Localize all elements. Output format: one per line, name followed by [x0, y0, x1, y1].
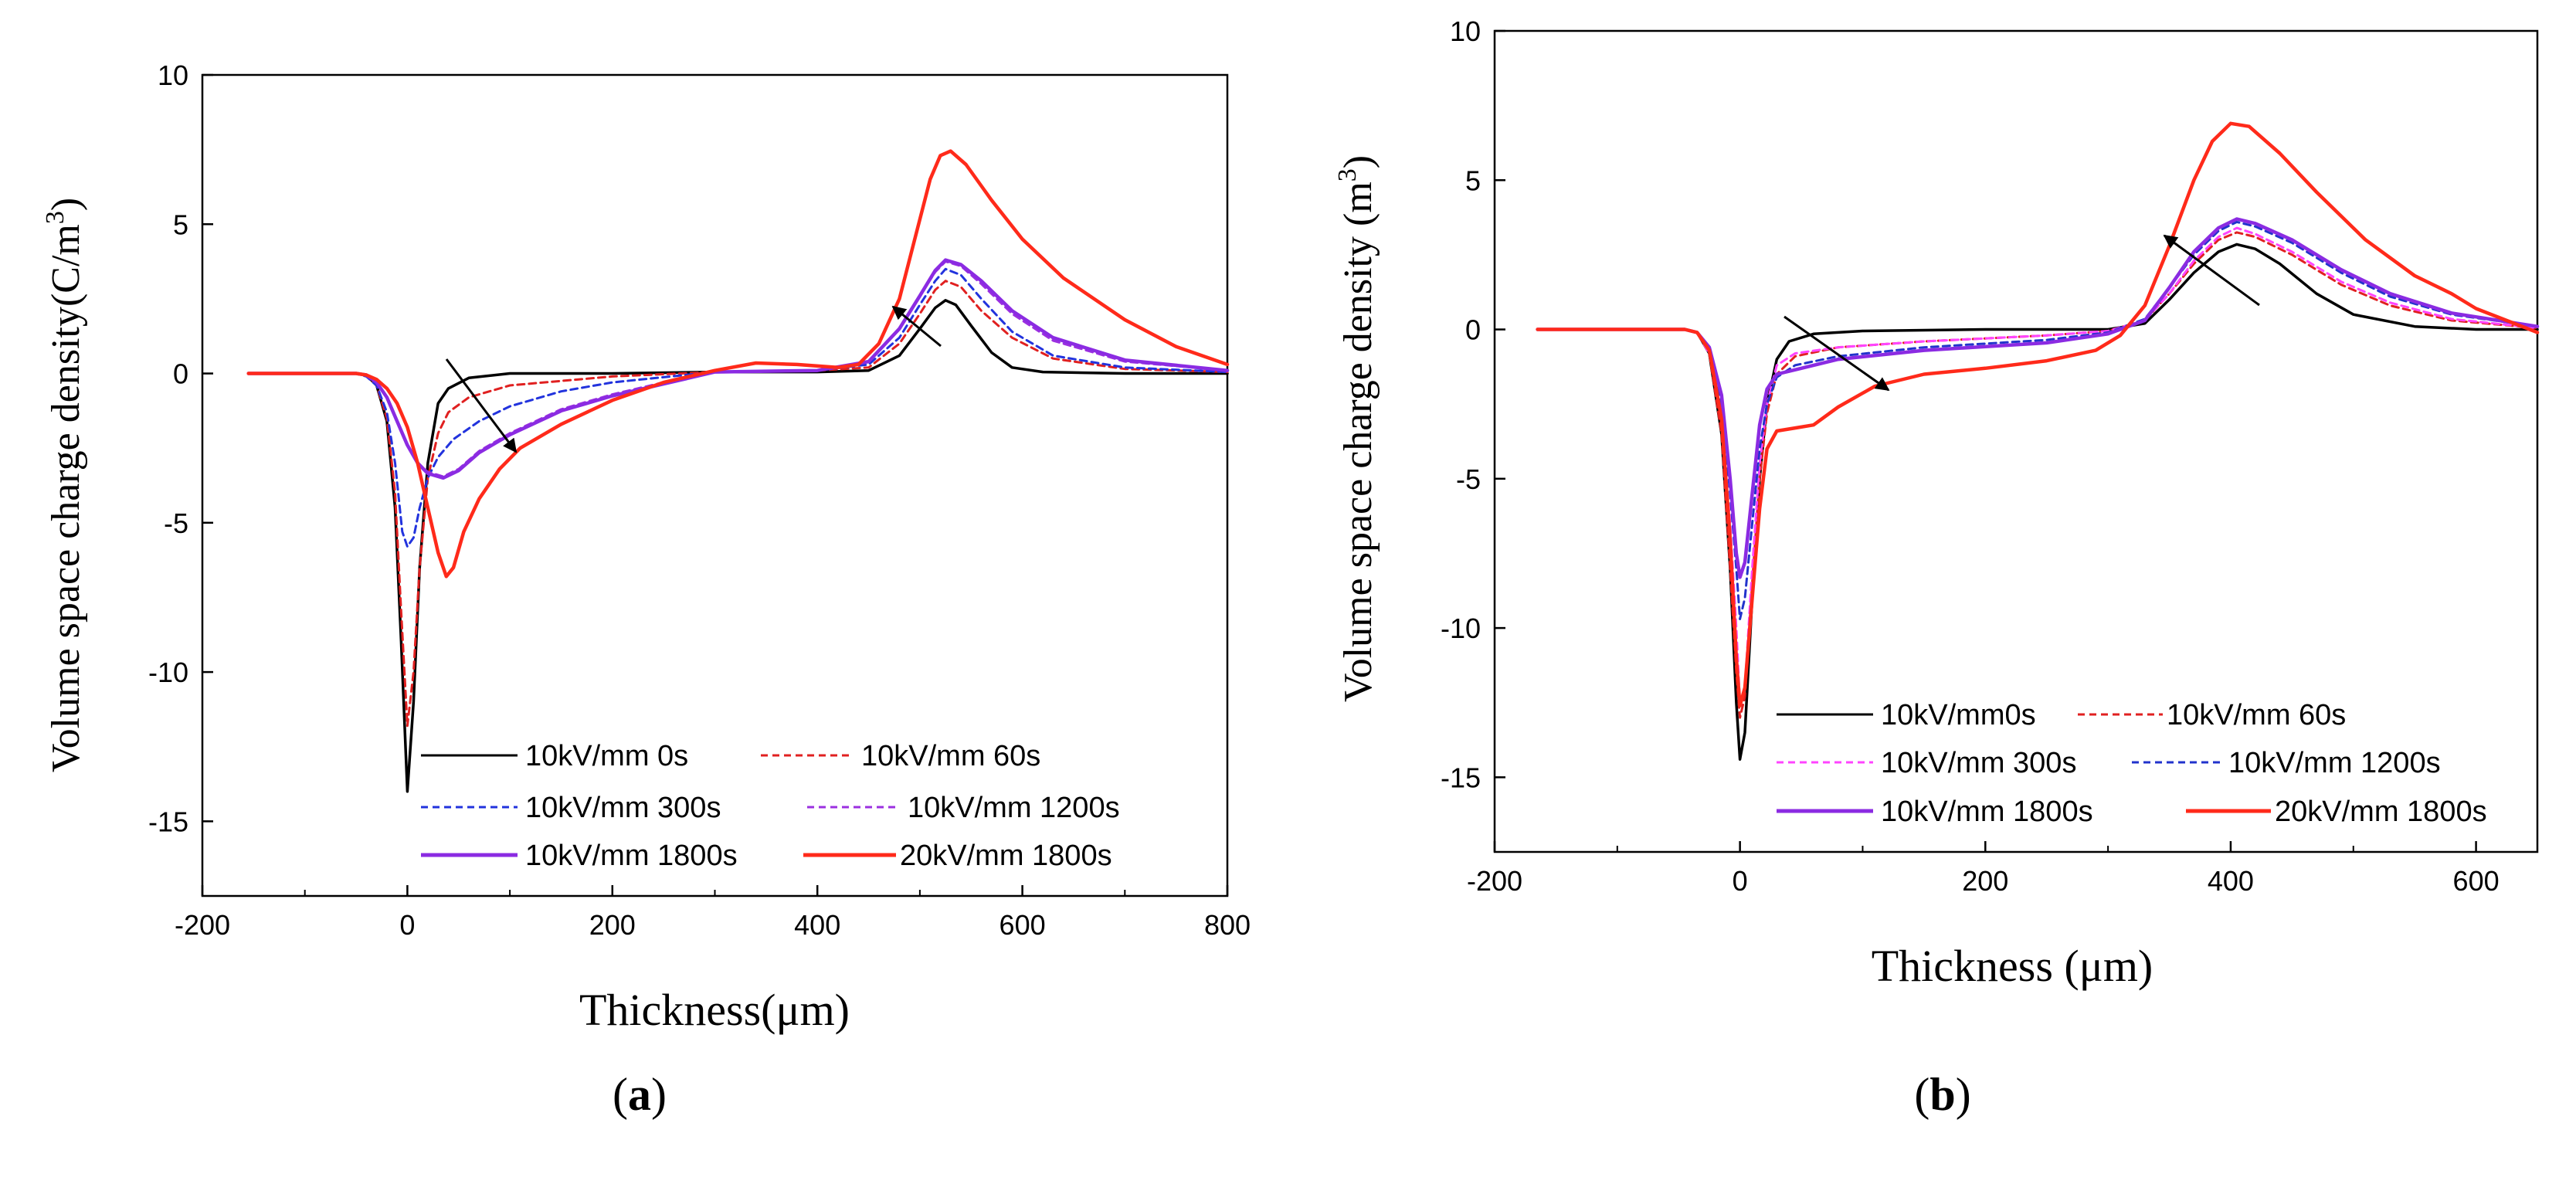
x-tick-label: 0 [1733, 865, 1748, 897]
legend-a-label-4: 10kV/mm 1800s [525, 840, 738, 872]
series-line-b-3 [1536, 220, 2539, 620]
panel-caption-b-letter: b [1929, 1069, 1955, 1120]
series-line-b-5 [1536, 121, 2540, 707]
y-tick-label: -15 [148, 806, 188, 837]
y-tick-label: 5 [1465, 165, 1481, 196]
series-line-b-1 [1536, 231, 2539, 719]
y-tick-label: 10 [158, 59, 188, 91]
legend-a-label-1: 10kV/mm 60s [861, 740, 1040, 772]
legend-b-label-4: 10kV/mm 1800s [1881, 796, 2093, 828]
y-tick-label: -15 [1441, 762, 1481, 793]
chart-a: -15 -10 -5 0 5 10 -200 0 200 400 600 800 Volume sp… [41, 59, 1251, 1120]
trend-arrow-a-left [445, 358, 518, 453]
y-axis-label-a-sup: 3 [41, 211, 70, 224]
series-line-b-4 [1536, 217, 2540, 579]
series-line-b-2 [1536, 226, 2539, 704]
plot-frame-b [1493, 29, 2539, 853]
y-tick-label: -5 [164, 507, 188, 539]
x-tick-label: -200 [175, 909, 230, 941]
x-tick-label: 400 [794, 909, 840, 941]
x-tick-label: 600 [2453, 865, 2500, 897]
y-axis-label-a: Volume space charge density(C/m3) [41, 198, 88, 772]
y-axis-label-b-text: Volume space charge density (m [1336, 182, 1380, 702]
legend-a-label-0: 10kV/mm 0s [525, 740, 688, 772]
y-tick-label: 5 [173, 209, 188, 240]
legend-b-label-1: 10kV/mm 60s [2167, 699, 2346, 731]
legend-b-label-3: 10kV/mm 1200s [2228, 747, 2441, 779]
legend-b: 10kV/mm0s 10kV/mm 60s 10kV/mm 300s 10kV/… [1777, 699, 2487, 828]
series-line-a-2 [247, 267, 1229, 548]
y-ticks-a: -15 -10 -5 0 5 10 [148, 59, 213, 837]
series-line-a-1 [247, 280, 1229, 728]
series-line-a-5 [246, 149, 1230, 579]
panel-caption-a: (a) [613, 1069, 667, 1120]
panel-caption-b-close: ) [1956, 1069, 1971, 1120]
panel-caption-a-open: ( [613, 1069, 628, 1120]
panel-caption-a-letter: a [628, 1069, 651, 1120]
x-tick-label: -200 [1467, 865, 1522, 897]
x-ticks-b: -200 0 200 400 600 [1467, 841, 2500, 897]
x-axis-label-b: Thickness (μm) [1872, 941, 2153, 991]
x-tick-label: 200 [589, 909, 636, 941]
series-line-a-0 [246, 299, 1229, 793]
x-tick-label: 600 [1000, 909, 1046, 941]
legend-a-label-5: 20kV/mm 1800s [900, 840, 1112, 872]
chart-b: -15 -10 -5 0 5 10 -200 0 200 400 600 Volume space… [1333, 15, 2540, 1120]
series-line-b-0 [1536, 243, 2539, 761]
x-ticks-a: -200 0 200 400 600 800 [175, 885, 1251, 941]
legend-a: 10kV/mm 0s 10kV/mm 60s 10kV/mm 300s 10kV… [421, 740, 1120, 872]
legend-b-label-0: 10kV/mm0s [1881, 699, 2036, 731]
series-line-a-3 [247, 260, 1229, 478]
legend-a-label-2: 10kV/mm 300s [525, 792, 721, 824]
y-tick-label: 10 [1450, 15, 1481, 47]
series-a [246, 149, 1230, 793]
series-b [1536, 121, 2540, 761]
y-ticks-b: -15 -10 -5 0 5 10 [1441, 15, 1505, 793]
y-tick-label: -10 [1441, 612, 1481, 644]
y-axis-label-b-close: ) [1336, 155, 1380, 168]
x-tick-label: 200 [1962, 865, 2008, 897]
x-tick-label: 400 [2208, 865, 2254, 897]
legend-b-label-2: 10kV/mm 300s [1881, 747, 2076, 779]
y-tick-label: 0 [1465, 314, 1481, 346]
legend-a-label-3: 10kV/mm 1200s [908, 792, 1120, 824]
y-tick-label: 0 [173, 358, 188, 390]
y-tick-label: -10 [148, 657, 188, 688]
panel-caption-a-close: ) [651, 1069, 667, 1120]
plot-frame-a [201, 73, 1229, 897]
y-axis-label-b-sup: 3 [1333, 168, 1362, 182]
panel-caption-b-open: ( [1914, 1069, 1929, 1120]
panel-caption-b: (b) [1914, 1069, 1970, 1120]
y-axis-label-b: Volume space charge density (m3) [1333, 155, 1380, 702]
trend-arrow-b-right [2163, 234, 2260, 307]
series-line-a-4 [246, 258, 1230, 480]
x-axis-label-a: Thickness(μm) [579, 985, 850, 1035]
trend-arrow-b-left [1784, 315, 1890, 392]
y-axis-label-a-text: Volume space charge density(C/m [44, 224, 88, 772]
legend-b-label-5: 20kV/mm 1800s [2275, 796, 2487, 828]
trend-arrow-a-right [891, 305, 942, 348]
y-tick-label: -5 [1456, 463, 1481, 495]
x-tick-label: 0 [399, 909, 415, 941]
x-tick-label: 800 [1204, 909, 1251, 941]
y-axis-label-a-close: ) [44, 198, 88, 211]
